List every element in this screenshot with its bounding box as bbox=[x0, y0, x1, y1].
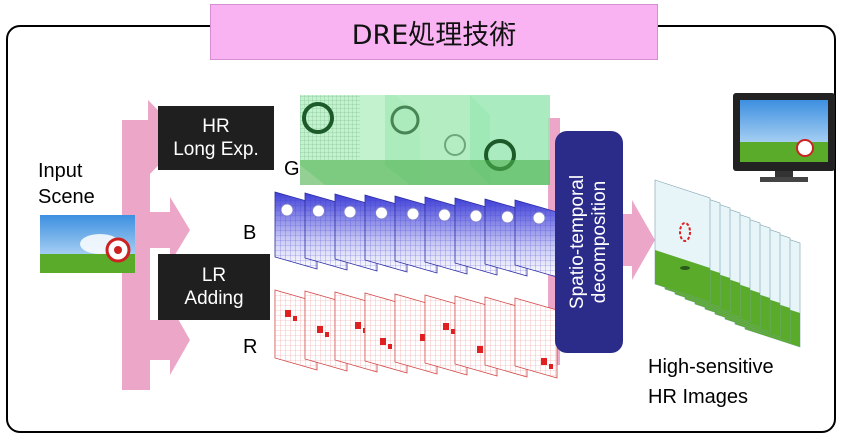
red-channel-frames bbox=[274, 289, 558, 379]
decomp-line1: Spatio-temporal bbox=[567, 174, 588, 310]
spatio-temporal-decomposition-box: Spatio-temporal decomposition bbox=[555, 131, 623, 353]
blue-channel-frames bbox=[274, 191, 558, 278]
input-scene-label: Input Scene bbox=[38, 160, 95, 208]
main-arrow bbox=[150, 197, 190, 263]
title-text: DRE処理技術 bbox=[351, 19, 517, 51]
green-long-exposure-frames bbox=[300, 95, 550, 185]
monitor-icon bbox=[733, 93, 835, 182]
hr-long-exposure-box: HR Long Exp. bbox=[158, 106, 274, 170]
diagram-title: DRE処理技術 bbox=[210, 4, 658, 60]
main-arrow bbox=[122, 120, 150, 390]
channel-g-label: G bbox=[284, 158, 300, 180]
main-arrow bbox=[622, 200, 655, 280]
channel-r-label: R bbox=[243, 336, 258, 358]
red-frame bbox=[514, 297, 558, 379]
flow-arrows bbox=[122, 100, 655, 390]
blue-frame bbox=[514, 199, 558, 278]
lr-adding-box: LR Adding bbox=[158, 254, 270, 320]
output-frame bbox=[654, 179, 711, 303]
input-scene-image bbox=[40, 215, 135, 273]
main-arrow bbox=[150, 305, 190, 375]
output-label: High-sensitive HR Images bbox=[648, 356, 774, 408]
channel-b-label: B bbox=[243, 222, 257, 244]
output-image-stack bbox=[654, 179, 801, 348]
decomp-line2: decomposition bbox=[589, 180, 610, 304]
